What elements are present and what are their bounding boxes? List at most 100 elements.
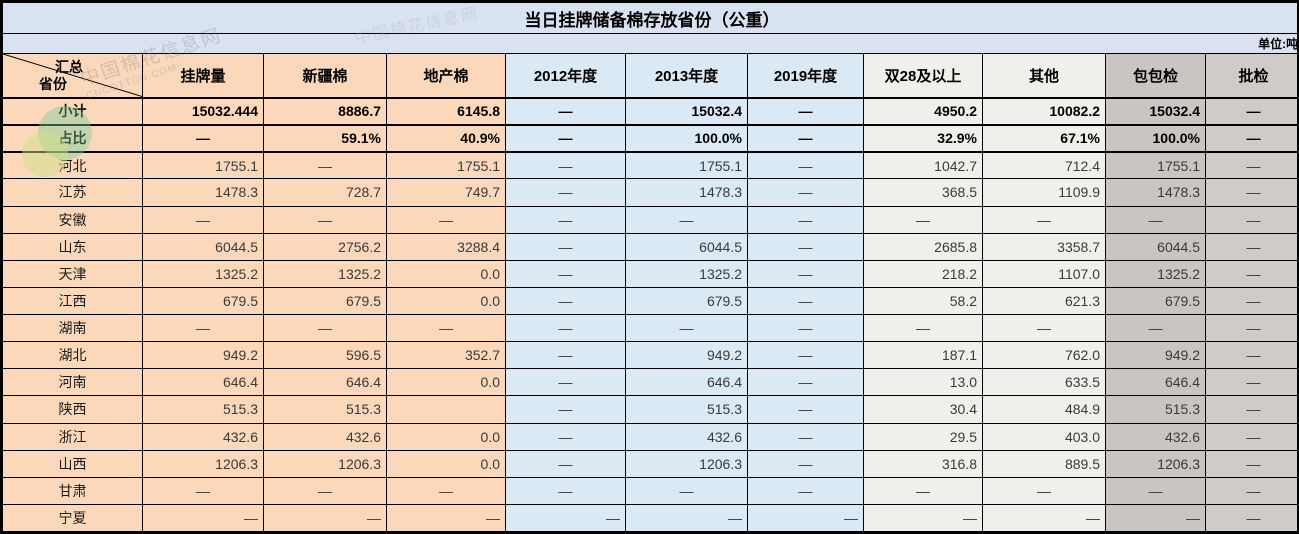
data-cell: — xyxy=(1204,341,1297,370)
data-cell: 1478.3 xyxy=(1105,178,1206,207)
table-row: 河南 646.4 646.4 0.0—646.4—13.0 633.5 646.4— xyxy=(2,368,1297,397)
data-cell: — xyxy=(747,341,864,370)
data-cell: 58.2 xyxy=(863,286,983,316)
data-cell: — xyxy=(625,205,748,234)
row-label: 湖南 xyxy=(2,313,143,343)
data-cell: 1107.0 xyxy=(982,259,1106,288)
column-header: 双28及以上 xyxy=(863,53,983,99)
corner-label-summary: 汇总 xyxy=(55,59,83,75)
data-cell: — xyxy=(1204,422,1297,451)
data-cell: 1206.3 xyxy=(625,449,748,478)
data-cell: 1755.1 xyxy=(1105,151,1206,180)
data-cell: — xyxy=(747,205,864,234)
row-label: 天津 xyxy=(2,259,143,288)
data-cell: 0.0 xyxy=(386,368,506,397)
data-cell: 6044.5 xyxy=(142,232,264,261)
data-cell: 432.6 xyxy=(142,422,264,451)
corner-header-cell: 汇总 省份 xyxy=(2,53,143,99)
data-cell: 728.7 xyxy=(263,178,387,207)
data-cell: — xyxy=(142,123,264,153)
data-cell: 432.6 xyxy=(625,422,748,451)
table-title: 当日挂牌储备棉存放省份（公重） xyxy=(2,2,1297,34)
data-cell: 368.5 xyxy=(863,178,983,207)
data-cell: — xyxy=(1204,96,1297,126)
data-cell: 515.3 xyxy=(142,395,264,424)
data-cell: — xyxy=(747,422,864,451)
column-header: 包包检 xyxy=(1105,53,1206,99)
data-cell: 6044.5 xyxy=(1105,232,1206,261)
data-cell: — xyxy=(1204,286,1297,316)
table-row: 河北 1755.1—1755.1—1755.1—1042.7 712.4 1755.1… xyxy=(2,151,1297,180)
column-header: 2019年度 xyxy=(747,53,864,99)
table-row: 湖南 — — — — — — — — — — xyxy=(2,313,1297,343)
row-label: 河北 xyxy=(2,151,143,180)
data-cell: — xyxy=(1204,368,1297,397)
data-cell: 67.1% xyxy=(982,123,1106,153)
data-cell: 100.0% xyxy=(1105,123,1206,153)
data-cell: — xyxy=(747,449,864,478)
data-cell: — xyxy=(982,476,1106,505)
data-cell: 403.0 xyxy=(982,422,1106,451)
table-row: 山西 1206.3 1206.3 0.0—1206.3—316.8 889.5 1206.… xyxy=(2,449,1297,478)
data-cell: 2756.2 xyxy=(263,232,387,261)
row-label: 江苏 xyxy=(2,178,143,207)
data-cell: — xyxy=(1204,449,1297,478)
data-cell: — xyxy=(505,368,626,397)
data-cell: 679.5 xyxy=(1105,286,1206,316)
data-cell: — xyxy=(505,503,626,532)
data-cell: 352.7 xyxy=(386,341,506,370)
data-cell: — xyxy=(505,178,626,207)
data-cell: — xyxy=(1204,232,1297,261)
data-cell: 1755.1 xyxy=(142,151,264,180)
data-cell: 0.0 xyxy=(386,259,506,288)
data-cell: — xyxy=(747,123,864,153)
data-cell: 100.0% xyxy=(625,123,748,153)
data-cell: 32.9% xyxy=(863,123,983,153)
table-row: 小计 15032.444 8886.7 6145.8—15032.4—4950.2 10… xyxy=(2,96,1297,126)
row-label: 河南 xyxy=(2,368,143,397)
data-cell: 515.3 xyxy=(625,395,748,424)
data-cell: — xyxy=(263,476,387,505)
data-cell: 4950.2 xyxy=(863,96,983,126)
data-cell: — xyxy=(505,205,626,234)
data-cell: 316.8 xyxy=(863,449,983,478)
data-cell: 484.9 xyxy=(982,395,1106,424)
column-header: 批检 xyxy=(1204,53,1297,99)
data-cell: 646.4 xyxy=(625,368,748,397)
data-cell: 596.5 xyxy=(263,341,387,370)
title-row: 当日挂牌储备棉存放省份（公重） xyxy=(2,2,1297,34)
data-cell: — xyxy=(1105,503,1206,532)
data-cell: 0.0 xyxy=(386,286,506,316)
data-cell: 15032.4 xyxy=(1105,96,1206,126)
data-cell: 679.5 xyxy=(263,286,387,316)
table-row: 江苏 1478.3 728.7 749.7—1478.3—368.5 1109.9 147… xyxy=(2,178,1297,207)
unit-label: 单位:吨 xyxy=(2,33,1297,54)
column-header-row: 汇总 省份 挂牌量 新疆棉 地产棉 2012年度 2013年度 2019年度 双28及以上其… xyxy=(2,53,1297,99)
data-cell: 30.4 xyxy=(863,395,983,424)
row-label: 甘肃 xyxy=(2,476,143,505)
data-cell: 1206.3 xyxy=(142,449,264,478)
data-cell: — xyxy=(747,96,864,126)
data-cell: 40.9% xyxy=(386,123,506,153)
data-cell: — xyxy=(263,313,387,343)
data-cell: 949.2 xyxy=(625,341,748,370)
data-cell: — xyxy=(505,422,626,451)
table-row: 宁夏 — — — — — — — — — — xyxy=(2,503,1297,532)
data-cell: 889.5 xyxy=(982,449,1106,478)
data-cell: — xyxy=(747,286,864,316)
data-cell: — xyxy=(747,232,864,261)
data-cell: — xyxy=(142,205,264,234)
data-cell: 1755.1 xyxy=(386,151,506,180)
data-cell: 1478.3 xyxy=(142,178,264,207)
data-cell: — xyxy=(386,205,506,234)
table-row: 浙江 432.6 432.6 0.0—432.6—29.5 403.0 432.6— xyxy=(2,422,1297,451)
column-header: 2013年度 xyxy=(625,53,748,99)
column-header: 地产棉 xyxy=(386,53,506,99)
data-cell: 1109.9 xyxy=(982,178,1106,207)
data-cell: 8886.7 xyxy=(263,96,387,126)
data-cell: — xyxy=(505,395,626,424)
row-label: 江西 xyxy=(2,286,143,316)
data-cell: — xyxy=(747,395,864,424)
data-cell: — xyxy=(863,503,983,532)
data-cell: 646.4 xyxy=(142,368,264,397)
